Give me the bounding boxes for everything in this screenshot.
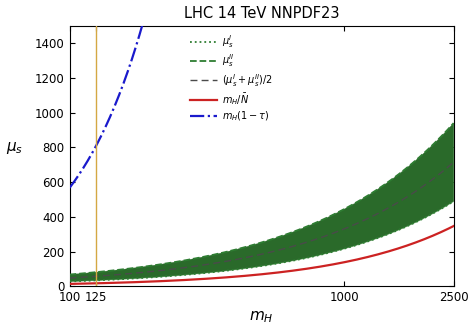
$m_H/\bar{N}$ xyxy=(165,279,171,283)
$m_H(1-\tau)$ xyxy=(135,39,140,43)
Line: $m_H/\bar{N}$: $m_H/\bar{N}$ xyxy=(70,226,454,284)
$m_H/\bar{N}$ xyxy=(451,224,456,228)
Line: $\mu_s^{II}$: $\mu_s^{II}$ xyxy=(70,123,454,274)
$m_H/\bar{N}$ xyxy=(356,257,362,261)
$\mu_s^{II}$ xyxy=(293,229,299,233)
$\mu_s^{I}$ xyxy=(67,279,73,283)
$\mu_s^{I}$ xyxy=(135,276,140,280)
$\mu_s^{II}$ xyxy=(451,121,456,125)
$m_H/\bar{N}$ xyxy=(135,280,140,284)
$(\mu_s^{I} + \mu_s^{II})/2$ xyxy=(356,221,362,225)
$\mu_s^{II}$ xyxy=(356,199,362,203)
$(\mu_s^{I} + \mu_s^{II})/2$ xyxy=(323,234,329,238)
$m_H(1-\tau)$ xyxy=(67,186,73,190)
$m_H/\bar{N}$ xyxy=(240,274,246,278)
$\mu_s^{II}$ xyxy=(240,246,246,250)
$m_H/\bar{N}$ xyxy=(67,282,73,286)
$\mu_s^{II}$ xyxy=(135,265,140,269)
X-axis label: $m_H$: $m_H$ xyxy=(249,310,274,325)
$\mu_s^{I}$ xyxy=(165,274,171,278)
$(\mu_s^{I} + \mu_s^{II})/2$ xyxy=(451,160,456,164)
$\mu_s^{I}$ xyxy=(293,258,299,262)
$(\mu_s^{I} + \mu_s^{II})/2$ xyxy=(135,271,140,275)
Legend: $\mu_s^{I}$, $\mu_s^{II}$, $(\mu_s^{I} + \mu_s^{II})/2$, $m_H/\bar{N}$, $m_H(1-\: $\mu_s^{I}$, $\mu_s^{II}$, $(\mu_s^{I} +… xyxy=(190,33,273,123)
$\mu_s^{I}$ xyxy=(240,266,246,270)
Line: $(\mu_s^{I} + \mu_s^{II})/2$: $(\mu_s^{I} + \mu_s^{II})/2$ xyxy=(70,162,454,278)
$\mu_s^{I}$ xyxy=(356,242,362,246)
$m_H/\bar{N}$ xyxy=(293,268,299,272)
$(\mu_s^{I} + \mu_s^{II})/2$ xyxy=(165,268,171,272)
$\mu_s^{II}$ xyxy=(67,272,73,276)
$\mu_s^{I}$ xyxy=(451,199,456,203)
Line: $\mu_s^{I}$: $\mu_s^{I}$ xyxy=(70,201,454,281)
Line: $m_H(1-\tau)$: $m_H(1-\tau)$ xyxy=(70,0,454,188)
$(\mu_s^{I} + \mu_s^{II})/2$ xyxy=(240,256,246,260)
$m_H/\bar{N}$ xyxy=(323,264,329,268)
$\mu_s^{II}$ xyxy=(323,216,329,220)
$(\mu_s^{I} + \mu_s^{II})/2$ xyxy=(67,276,73,280)
$(\mu_s^{I} + \mu_s^{II})/2$ xyxy=(293,244,299,248)
$\mu_s^{II}$ xyxy=(165,261,171,265)
Y-axis label: $\mu_s$: $\mu_s$ xyxy=(6,140,23,156)
Title: LHC 14 TeV NNPDF23: LHC 14 TeV NNPDF23 xyxy=(184,6,339,21)
$\mu_s^{I}$ xyxy=(323,252,329,256)
